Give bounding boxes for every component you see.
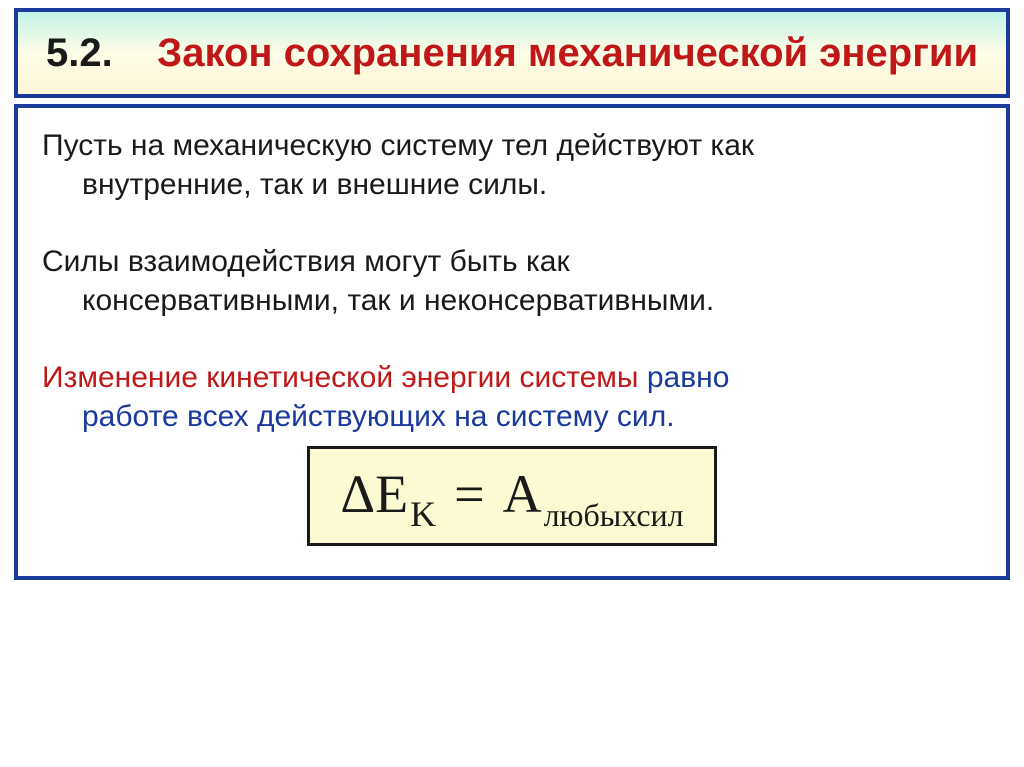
para2-line1: Силы взаимодействия могут быть как <box>42 245 570 278</box>
title-main-text: Закон сохранения механической энергии <box>157 31 978 75</box>
formula-equals: = <box>454 463 484 525</box>
para3-blue1: равно <box>638 361 729 394</box>
slide-title-box: 5.2. Закон сохранения механической энерг… <box>14 8 1010 98</box>
formula-K-subscript: K <box>410 493 436 535</box>
slide-title: 5.2. Закон сохранения механической энерг… <box>38 28 986 78</box>
formula-delta: Δ <box>340 463 375 525</box>
paragraph-2: Силы взаимодействия могут быть как консе… <box>42 242 982 320</box>
title-number: 5.2. <box>46 31 113 75</box>
formula-box: Δ E K = A любыхсил <box>307 446 716 546</box>
para2-line2: консервативными, так и неконсервативными… <box>42 281 982 320</box>
para3-red: Изменение кинетической энергии системы <box>42 361 638 394</box>
formula-E: E <box>375 463 408 525</box>
paragraph-3: Изменение кинетической энергии системы р… <box>42 358 982 436</box>
formula-A: A <box>503 463 542 525</box>
para1-line2: внутренние, так и внешние силы. <box>42 165 982 204</box>
para3-blue2: работе всех действующих на систему сил. <box>42 397 982 436</box>
slide-content-box: Пусть на механическую систему тел действ… <box>14 104 1010 580</box>
formula-container: Δ E K = A любыхсил <box>42 446 982 546</box>
para1-line1: Пусть на механическую систему тел действ… <box>42 129 754 162</box>
formula-subscript-word: любыхсил <box>544 497 684 534</box>
paragraph-1: Пусть на механическую систему тел действ… <box>42 126 982 204</box>
